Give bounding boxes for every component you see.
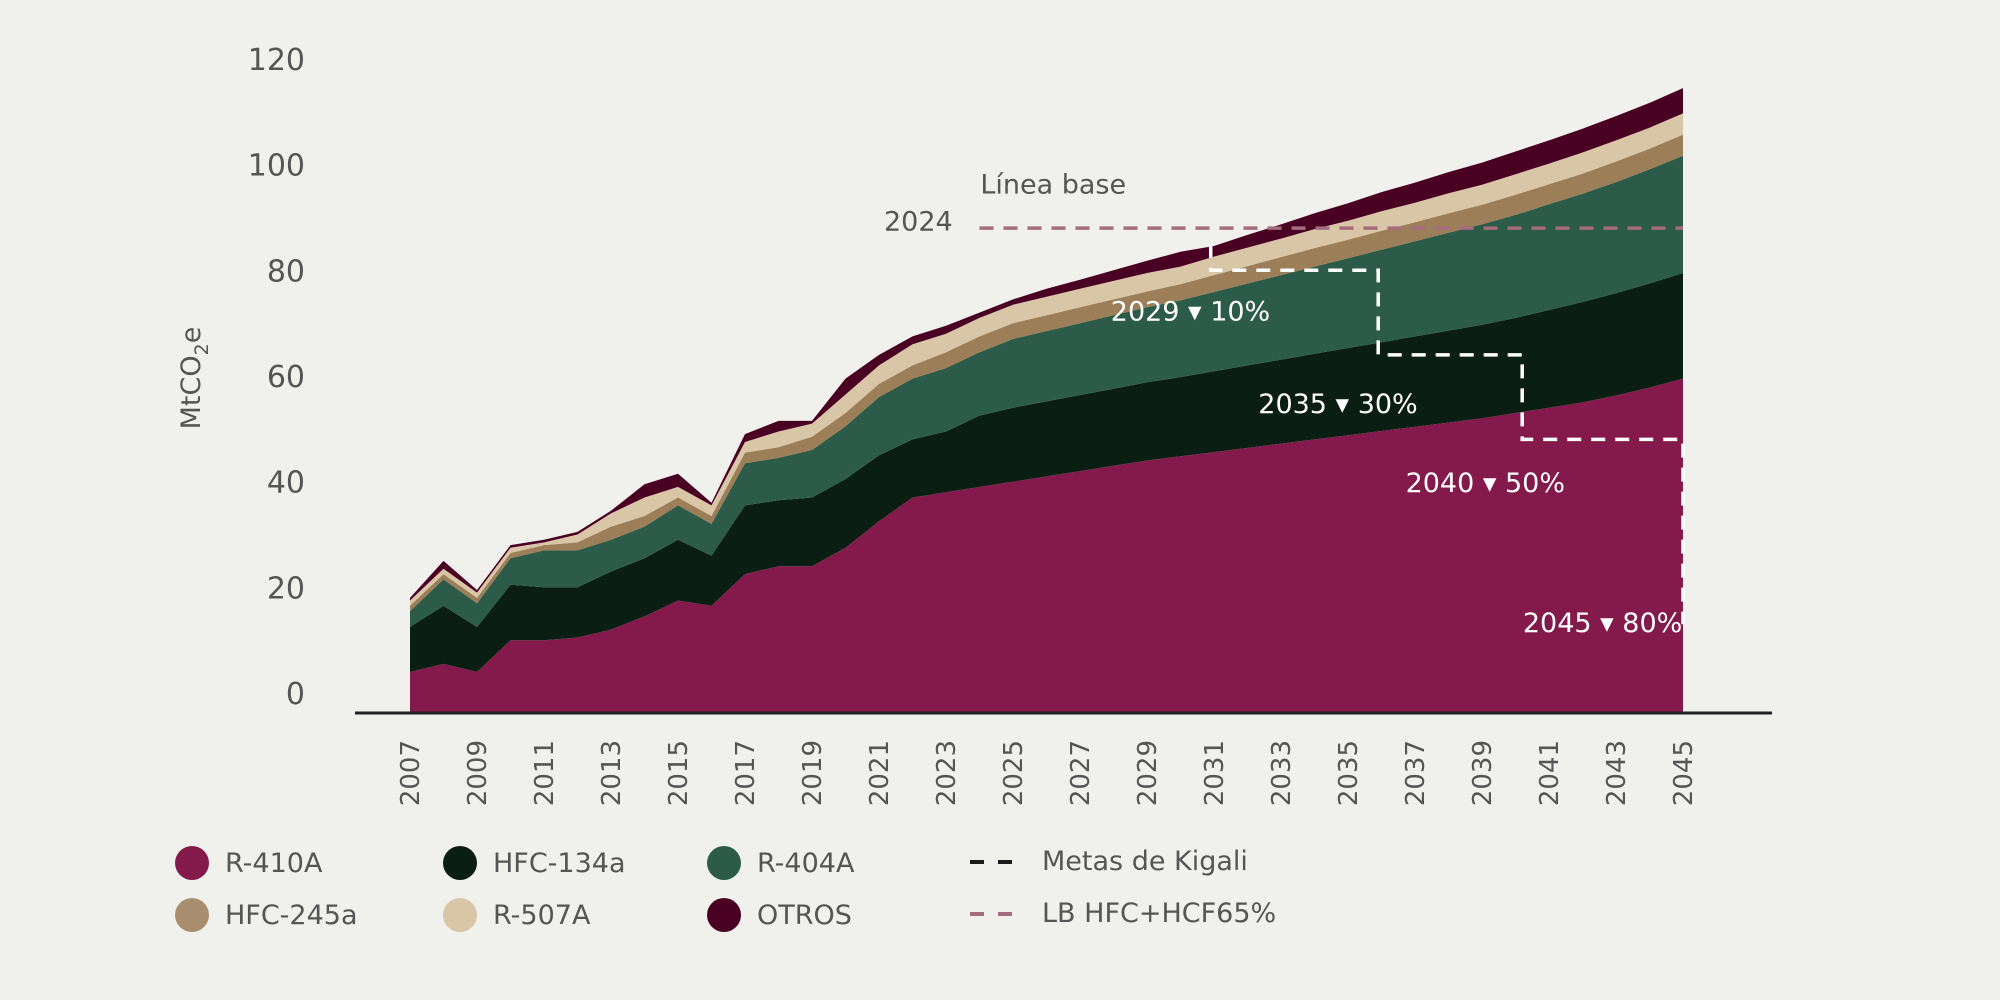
x-tick-label: 2029 <box>1133 740 1163 806</box>
legend-label: HFC-134a <box>493 847 626 879</box>
legend-swatch <box>175 898 209 932</box>
x-axis-ticks: 2007 2009 2011 2013 2015 2017 2019 2021 2023 2025… <box>396 740 1699 806</box>
y-axis-title: MtCO2e <box>176 327 213 430</box>
legend-dash-swatch <box>970 911 1020 916</box>
x-tick-label: 2033 <box>1267 740 1297 806</box>
legend-swatch <box>443 846 477 880</box>
annotation-label: 2024 <box>884 207 953 238</box>
area-otros <box>410 88 1683 601</box>
x-tick-label: 2023 <box>932 740 962 806</box>
annotations-group: Línea base 2024 2029 ▾ 10% 2035 ▾ 30% 2040 ▾… <box>884 170 1682 640</box>
x-tick-label: 2039 <box>1468 740 1498 806</box>
legend-label: Metas de Kigali <box>1042 846 1248 877</box>
y-tick-label: 0 <box>286 677 305 712</box>
legend-item-r410a: R-410A <box>175 846 322 880</box>
legend-item-otros: OTROS <box>707 898 852 932</box>
line-metas-de-kigali <box>1208 243 1685 625</box>
y-tick-label: 120 <box>248 43 305 78</box>
legend-item-hfc134a: HFC-134a <box>443 846 626 880</box>
x-tick-label: 2017 <box>731 740 761 806</box>
x-tick-label: 2011 <box>530 740 560 806</box>
x-tick-label: 2031 <box>1200 740 1230 806</box>
y-axis-ticks: 0 20 40 60 80 100 120 <box>248 43 305 712</box>
y-tick-label: 80 <box>267 254 305 289</box>
legend-swatch <box>707 846 741 880</box>
annotation-label: 2035 ▾ 30% <box>1258 389 1417 420</box>
area-r-404a <box>410 155 1683 627</box>
x-tick-label: 2009 <box>463 740 493 806</box>
legend-label: LB HFC+HCF65% <box>1042 898 1277 929</box>
legend-dash-swatch <box>970 859 1020 864</box>
x-tick-label: 2035 <box>1334 740 1364 806</box>
x-tick-label: 2037 <box>1401 740 1431 806</box>
legend-label: R-507A <box>493 899 591 931</box>
annotation-label: Línea base <box>980 170 1126 201</box>
legend-label: R-404A <box>757 847 855 879</box>
x-tick-label: 2045 <box>1669 740 1699 806</box>
legend-item-r404a: R-404A <box>707 846 854 880</box>
x-tick-label: 2019 <box>798 740 828 806</box>
x-tick-label: 2027 <box>1066 740 1096 806</box>
y-tick-label: 40 <box>267 466 305 501</box>
legend-label: R-410A <box>225 847 323 879</box>
area-hfc-134a <box>410 273 1683 672</box>
legend-item-r507a: R-507A <box>443 898 590 932</box>
area-r-410a <box>410 378 1683 713</box>
x-tick-label: 2007 <box>396 740 426 806</box>
annotation-label: 2045 ▾ 80% <box>1523 608 1682 639</box>
area-series-group <box>410 88 1683 713</box>
legend-label: OTROS <box>757 899 852 931</box>
legend-item-lb-hfc: LB HFC+HCF65% <box>970 898 1276 929</box>
x-tick-label: 2013 <box>597 740 627 806</box>
area-r-507a <box>410 113 1683 606</box>
y-tick-label: 60 <box>267 360 305 395</box>
y-tick-label: 20 <box>267 571 305 606</box>
x-tick-label: 2025 <box>999 740 1029 806</box>
area-hfc-245a <box>410 134 1683 612</box>
legend-swatch <box>175 846 209 880</box>
annotation-label: 2040 ▾ 50% <box>1406 468 1565 499</box>
y-tick-label: 100 <box>248 149 305 184</box>
legend-swatch <box>443 898 477 932</box>
x-tick-label: 2015 <box>664 740 694 806</box>
x-tick-label: 2021 <box>865 740 895 806</box>
target-lines-group <box>979 226 1685 625</box>
legend-swatch <box>707 898 741 932</box>
x-tick-label: 2043 <box>1602 740 1632 806</box>
legend: R-410A HFC-134a R-404A Metas de Kigali H… <box>175 846 1375 956</box>
legend-item-metas-kigali: Metas de Kigali <box>970 846 1248 877</box>
legend-label: HFC-245a <box>225 899 358 931</box>
annotation-label: 2029 ▾ 10% <box>1111 297 1270 328</box>
legend-item-hfc245a: HFC-245a <box>175 898 358 932</box>
x-tick-label: 2041 <box>1535 740 1565 806</box>
